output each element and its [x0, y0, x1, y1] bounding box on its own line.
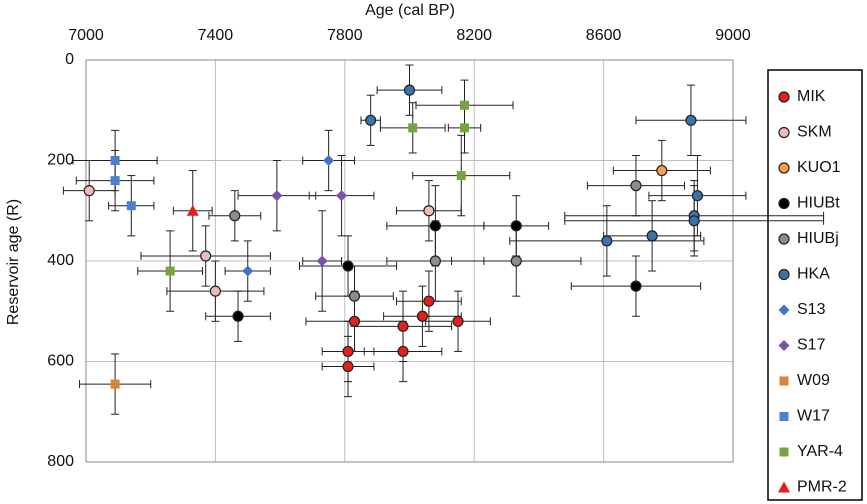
legend-label: HIUBj [797, 230, 839, 247]
legend-marker [778, 197, 790, 210]
point [656, 164, 668, 177]
legend-label: PMR-2 [797, 479, 847, 496]
y-axis-title: Reservoir age (R) [5, 199, 22, 325]
legend-marker [778, 233, 790, 245]
x-tick-label: 8200 [456, 27, 492, 44]
point [630, 180, 642, 192]
y-tick-label: 800 [47, 453, 74, 470]
point [365, 114, 377, 126]
point [459, 100, 469, 110]
legend-marker [779, 412, 789, 421]
legend-marker [778, 340, 790, 351]
legend-label: YAR-4 [797, 443, 843, 460]
point [429, 220, 441, 232]
point [397, 320, 409, 332]
point [403, 84, 416, 96]
legend-marker [778, 481, 790, 493]
point [423, 205, 435, 217]
point [685, 114, 697, 126]
x-tick-label: 7000 [68, 27, 104, 44]
point [271, 190, 283, 202]
point [316, 255, 328, 267]
x-tick-label: 7800 [327, 27, 363, 44]
legend-marker [779, 376, 789, 386]
legend-marker [778, 162, 790, 174]
point [83, 185, 95, 197]
point [342, 345, 354, 358]
plot-border [85, 59, 734, 463]
point [342, 360, 354, 373]
point [110, 176, 120, 186]
point [630, 280, 642, 292]
legend-marker [778, 304, 790, 316]
point [456, 171, 466, 181]
point [126, 201, 136, 211]
point [691, 190, 704, 202]
legend-label: HIUBt [797, 195, 840, 212]
point [110, 379, 120, 389]
point [646, 230, 658, 242]
point [429, 255, 441, 267]
legend-marker [778, 91, 790, 103]
legend-marker [778, 268, 790, 281]
point [601, 235, 613, 247]
point [242, 265, 254, 277]
x-tick-label: 9000 [715, 27, 751, 44]
point [452, 315, 464, 327]
point [232, 310, 244, 322]
point [348, 315, 361, 327]
x-axis-title: Age (cal BP) [365, 2, 455, 19]
legend-label: W17 [797, 408, 830, 425]
point [110, 156, 120, 165]
point [348, 290, 361, 302]
point [459, 123, 469, 133]
point [408, 123, 418, 133]
point [510, 255, 522, 267]
legend-label: KUO1 [797, 159, 841, 176]
legend-label: S17 [797, 337, 826, 354]
legend-label: MIK [797, 88, 826, 105]
y-tick-label: 200 [47, 152, 74, 169]
point [229, 210, 241, 222]
legend-marker [778, 126, 790, 139]
legend-box [767, 69, 863, 501]
point [342, 260, 354, 272]
y-tick-label: 600 [47, 353, 74, 370]
point [510, 220, 522, 232]
point [209, 285, 221, 297]
x-tick-label: 7400 [198, 27, 234, 44]
x-tick-label: 8600 [586, 27, 622, 44]
legend-label: W09 [797, 372, 830, 389]
point [397, 345, 409, 358]
legend-marker [779, 447, 789, 457]
legend-label: S13 [797, 301, 826, 318]
legend-label: SKM [797, 124, 832, 141]
point [416, 310, 429, 322]
point [323, 155, 335, 166]
point [423, 295, 435, 307]
legend-label: HKA [797, 266, 830, 283]
y-tick-label: 400 [47, 252, 74, 269]
point [186, 204, 199, 216]
y-tick-label: 0 [65, 51, 74, 68]
point [165, 266, 175, 276]
point [336, 190, 348, 202]
point [200, 250, 212, 262]
point [688, 215, 700, 227]
